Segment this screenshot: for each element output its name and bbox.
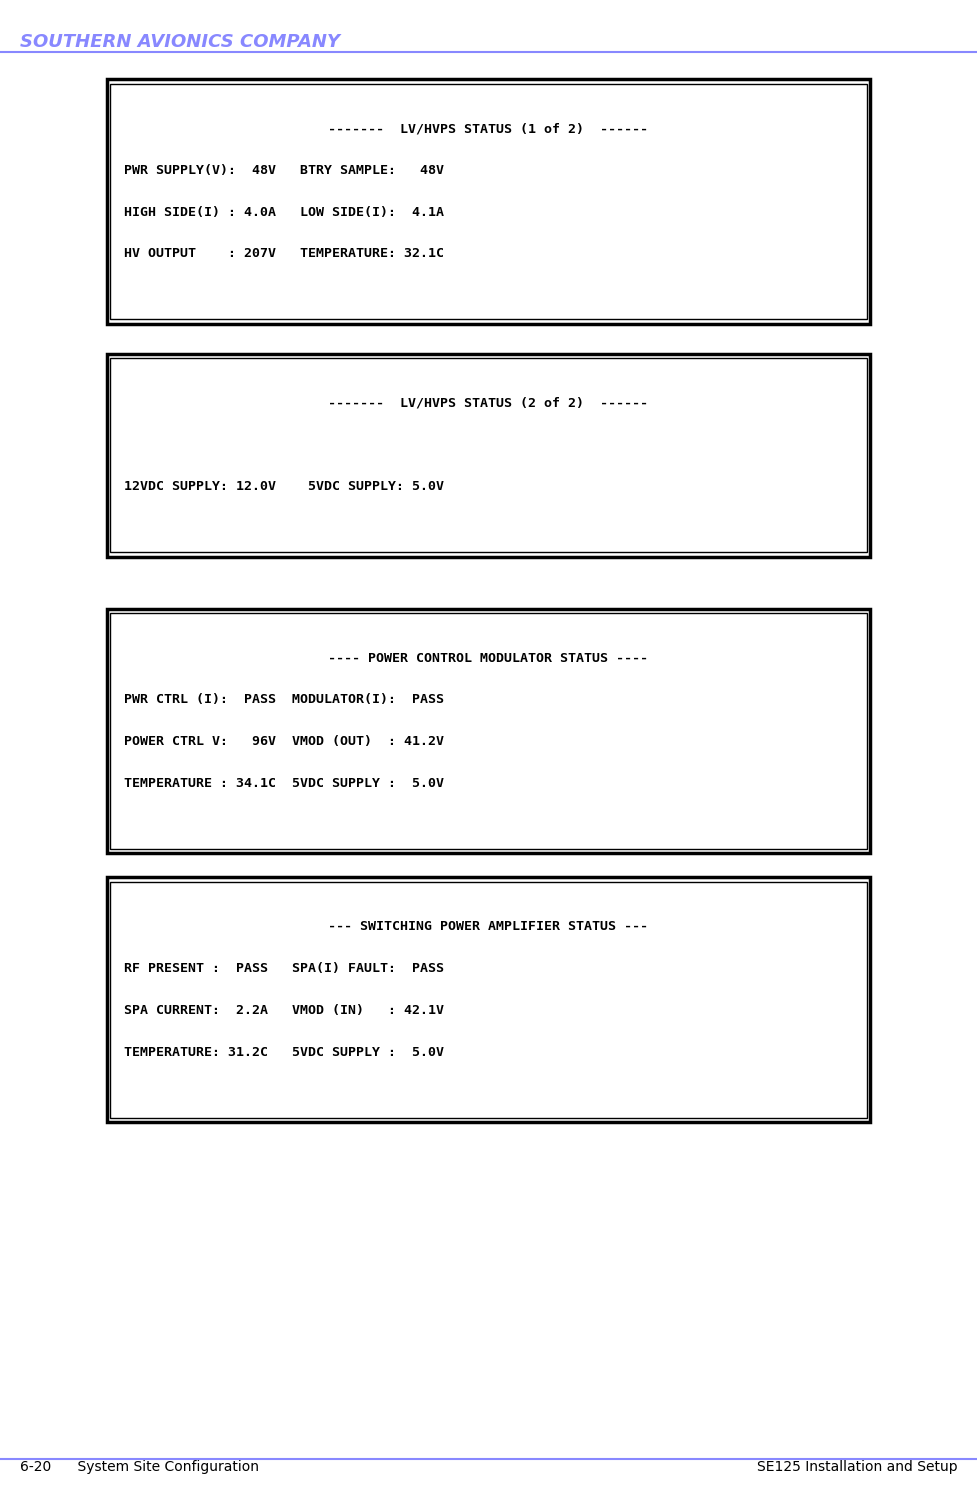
- Text: SOUTHERN AVIONICS COMPANY: SOUTHERN AVIONICS COMPANY: [20, 33, 340, 51]
- Text: -------  LV/HVPS STATUS (2 of 2)  ------: ------- LV/HVPS STATUS (2 of 2) ------: [328, 397, 649, 410]
- Text: SPA CURRENT:  2.2A   VMOD (IN)   : 42.1V: SPA CURRENT: 2.2A VMOD (IN) : 42.1V: [124, 1004, 445, 1018]
- Text: SE125 Installation and Setup: SE125 Installation and Setup: [757, 1461, 957, 1474]
- FancyBboxPatch shape: [107, 354, 870, 557]
- Text: RF PRESENT :  PASS   SPA(I) FAULT:  PASS: RF PRESENT : PASS SPA(I) FAULT: PASS: [124, 962, 445, 976]
- Text: 12VDC SUPPLY: 12.0V    5VDC SUPPLY: 5.0V: 12VDC SUPPLY: 12.0V 5VDC SUPPLY: 5.0V: [124, 480, 445, 494]
- Text: -------  LV/HVPS STATUS (1 of 2)  ------: ------- LV/HVPS STATUS (1 of 2) ------: [328, 122, 649, 136]
- FancyBboxPatch shape: [107, 877, 870, 1122]
- Text: TEMPERATURE : 34.1C  5VDC SUPPLY :  5.0V: TEMPERATURE : 34.1C 5VDC SUPPLY : 5.0V: [124, 777, 445, 791]
- FancyBboxPatch shape: [107, 609, 870, 853]
- Text: TEMPERATURE: 31.2C   5VDC SUPPLY :  5.0V: TEMPERATURE: 31.2C 5VDC SUPPLY : 5.0V: [124, 1046, 445, 1059]
- Text: HIGH SIDE(I) : 4.0A   LOW SIDE(I):  4.1A: HIGH SIDE(I) : 4.0A LOW SIDE(I): 4.1A: [124, 206, 445, 219]
- Text: PWR CTRL (I):  PASS  MODULATOR(I):  PASS: PWR CTRL (I): PASS MODULATOR(I): PASS: [124, 694, 445, 707]
- Text: HV OUTPUT    : 207V   TEMPERATURE: 32.1C: HV OUTPUT : 207V TEMPERATURE: 32.1C: [124, 248, 445, 261]
- FancyBboxPatch shape: [107, 79, 870, 324]
- Text: POWER CTRL V:   96V  VMOD (OUT)  : 41.2V: POWER CTRL V: 96V VMOD (OUT) : 41.2V: [124, 736, 445, 749]
- Text: 6-20      System Site Configuration: 6-20 System Site Configuration: [20, 1461, 259, 1474]
- Text: ---- POWER CONTROL MODULATOR STATUS ----: ---- POWER CONTROL MODULATOR STATUS ----: [328, 652, 649, 665]
- Text: PWR SUPPLY(V):  48V   BTRY SAMPLE:   48V: PWR SUPPLY(V): 48V BTRY SAMPLE: 48V: [124, 164, 445, 178]
- Text: --- SWITCHING POWER AMPLIFIER STATUS ---: --- SWITCHING POWER AMPLIFIER STATUS ---: [328, 921, 649, 934]
